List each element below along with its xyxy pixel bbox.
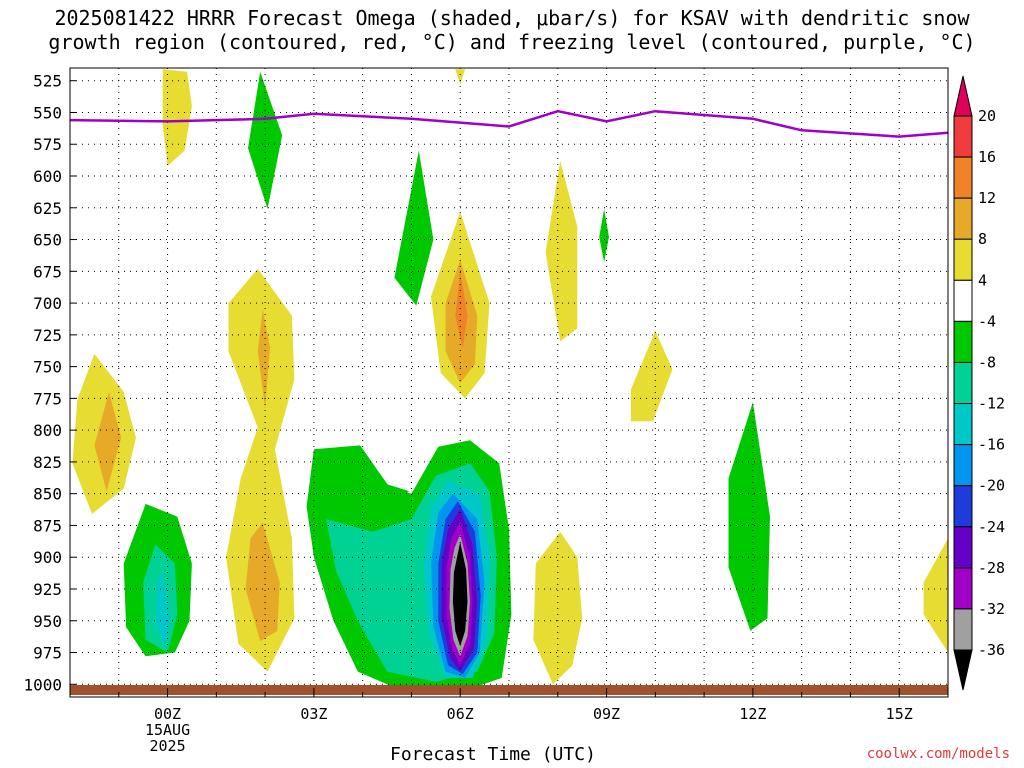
grid-lines — [70, 68, 948, 697]
omega-region-sinking-0z-low-core — [155, 569, 170, 649]
y-tick-label-850: 850 — [33, 485, 62, 504]
omega-region-upward-0z-low-core — [94, 392, 122, 492]
omega-region-upward-2z-lower-core — [245, 522, 280, 642]
x-tick-label-0: 00Z — [154, 705, 181, 723]
colorbar: 20 16 12 8 4 -4 -8 -12 -16 -20 -24 -28 -32 -36 — [953, 75, 1005, 691]
y-tick-label-925: 925 — [33, 580, 62, 599]
colorbar-label-10: -24 — [978, 518, 1005, 536]
colorbar-arrow-top — [953, 75, 973, 117]
y-tick-label-700: 700 — [33, 294, 62, 313]
y-tick-label-975: 975 — [33, 644, 62, 663]
colorbar-bin-12 — [953, 567, 973, 610]
omega-region-upward-8z-mid — [545, 160, 578, 342]
colorbar-bin-9 — [953, 444, 973, 487]
colorbar-bin-6 — [953, 320, 973, 363]
colorbar-bin-3 — [953, 197, 973, 240]
chart-title: 2025081422 HRRR Forecast Omega (shaded, … — [0, 6, 1024, 54]
omega-region-sinking-9z-small — [599, 209, 609, 263]
y-tick-label-550: 550 — [33, 103, 62, 122]
colorbar-label-6: -8 — [978, 353, 996, 371]
surface-ground-bar — [70, 685, 948, 695]
colorbar-bin-1 — [953, 115, 973, 158]
colorbar-label-9: -20 — [978, 477, 1005, 495]
title-line-1: 2025081422 HRRR Forecast Omega (shaded, … — [54, 6, 970, 30]
x-tick-label-3: 03Z — [300, 705, 327, 723]
x-tick-label-0-sub2: 2025 — [149, 737, 185, 755]
y-tick-label-875: 875 — [33, 516, 62, 535]
omega-region-upward-2z-column — [226, 268, 295, 672]
omega-region-upward-16z-edge — [923, 538, 948, 653]
omega-region-upward-10z — [630, 331, 673, 422]
omega-region-sinking-6z-core — [452, 542, 468, 647]
y-tick-label-575: 575 — [33, 135, 62, 154]
colorbar-label-1: 16 — [978, 148, 996, 166]
y-tick-label-1000: 1000 — [23, 675, 62, 694]
x-tick-label-9: 09Z — [593, 705, 620, 723]
y-tick-label-625: 625 — [33, 199, 62, 218]
x-tick-label-12: 12Z — [739, 705, 766, 723]
colorbar-bin-13 — [953, 608, 973, 651]
omega-region-upward-6z-column-core — [455, 271, 468, 349]
x-axis-label: Forecast Time (UTC) — [390, 744, 596, 765]
y-axis: 525 550 575 600 625 650 675 700 725 750 775 800 825 8… — [23, 72, 76, 694]
omega-shading — [72, 69, 948, 691]
freezing-level-line — [69, 109, 949, 138]
colorbar-label-0: 20 — [978, 107, 996, 125]
omega-region-upward-motion-0z-upper — [162, 69, 192, 166]
watermark: coolwx.com/models — [866, 746, 1010, 762]
y-tick-label-650: 650 — [33, 231, 62, 250]
colorbar-bin-2 — [953, 156, 973, 199]
colorbar-label-8: -16 — [978, 436, 1005, 454]
colorbar-label-12: -32 — [978, 600, 1005, 618]
y-tick-label-675: 675 — [33, 262, 62, 281]
omega-region-sinking-12z — [728, 402, 770, 631]
colorbar-label-4: 4 — [978, 271, 987, 289]
omega-region-sinking-2z-top-edge — [340, 449, 409, 507]
colorbar-label-13: -36 — [978, 641, 1005, 659]
colorbar-arrow-bottom — [953, 649, 973, 691]
y-tick-label-725: 725 — [33, 326, 62, 345]
x-tick-label-15: 15Z — [886, 705, 913, 723]
colorbar-bin-5 — [953, 279, 973, 322]
colorbar-label-3: 8 — [978, 230, 987, 248]
y-tick-label-775: 775 — [33, 389, 62, 408]
omega-region-upward-2z-upper-core — [257, 309, 270, 409]
colorbar-label-2: 12 — [978, 189, 996, 207]
omega-region-upward-6z-tip — [455, 69, 466, 85]
colorbar-bin-8 — [953, 403, 973, 446]
omega-region-sinking-5z-mid — [394, 150, 434, 306]
colorbar-label-5: -4 — [978, 312, 996, 330]
x-tick-label-0-sub1: 15AUG — [145, 721, 190, 739]
colorbar-bin-10 — [953, 485, 973, 528]
colorbar-bin-4 — [953, 238, 973, 281]
y-tick-label-825: 825 — [33, 453, 62, 472]
y-tick-label-950: 950 — [33, 612, 62, 631]
colorbar-bin-11 — [953, 526, 973, 569]
y-tick-label-750: 750 — [33, 358, 62, 377]
title-line-2: growth region (contoured, red, °C) and f… — [48, 30, 976, 54]
y-tick-label-800: 800 — [33, 421, 62, 440]
y-tick-label-600: 600 — [33, 167, 62, 186]
freezing-level-polyline — [69, 109, 949, 138]
colorbar-label-11: -28 — [978, 559, 1005, 577]
y-tick-label-900: 900 — [33, 548, 62, 567]
colorbar-bin-7 — [953, 361, 973, 405]
y-tick-label-525: 525 — [33, 72, 62, 91]
colorbar-label-7: -12 — [978, 395, 1005, 413]
x-tick-label-6: 06Z — [447, 705, 474, 723]
